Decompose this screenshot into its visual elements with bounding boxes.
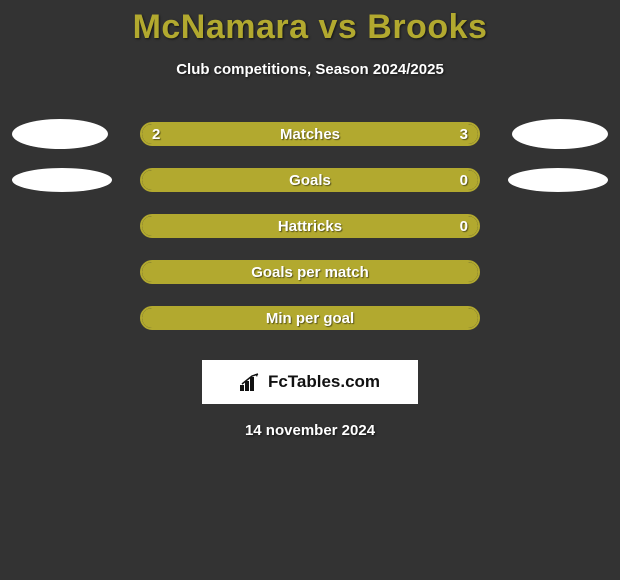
player-left-oval [12, 168, 112, 192]
player-left-oval [12, 119, 108, 149]
stat-label: Min per goal [266, 310, 354, 327]
stat-bar: Goals per match [140, 260, 480, 284]
stat-label: Goals [289, 172, 331, 189]
player-right-oval [512, 119, 608, 149]
comparison-row: 2 3 Matches [0, 122, 620, 146]
stat-bar: Min per goal [140, 306, 480, 330]
stat-label: Goals per match [251, 264, 369, 281]
stat-value-right: 0 [460, 172, 468, 189]
comparison-row: 0 Hattricks [0, 214, 620, 238]
stat-bar: 2 3 Matches [140, 122, 480, 146]
date-label: 14 november 2024 [0, 422, 620, 439]
branding-box: FcTables.com [202, 360, 418, 404]
stat-value-right: 0 [460, 218, 468, 235]
comparison-row: 0 Goals [0, 168, 620, 192]
comparison-row: Min per goal [0, 306, 620, 330]
stat-bar: 0 Goals [140, 168, 480, 192]
stat-bar: 0 Hattricks [140, 214, 480, 238]
stat-label: Hattricks [278, 218, 342, 235]
comparison-row: Goals per match [0, 260, 620, 284]
stat-value-left: 2 [152, 126, 160, 143]
page-title: McNamara vs Brooks [0, 8, 620, 47]
player-right-oval [508, 168, 608, 192]
infographic-container: McNamara vs Brooks Club competitions, Se… [0, 0, 620, 439]
brand-text: FcTables.com [268, 372, 380, 392]
bar-fill-left [142, 124, 276, 144]
stat-value-right: 3 [460, 126, 468, 143]
subtitle: Club competitions, Season 2024/2025 [0, 61, 620, 78]
comparison-rows: 2 3 Matches 0 Goals 0 Hattricks Goals per match… [0, 122, 620, 330]
chart-icon [240, 373, 264, 391]
stat-label: Matches [280, 126, 340, 143]
